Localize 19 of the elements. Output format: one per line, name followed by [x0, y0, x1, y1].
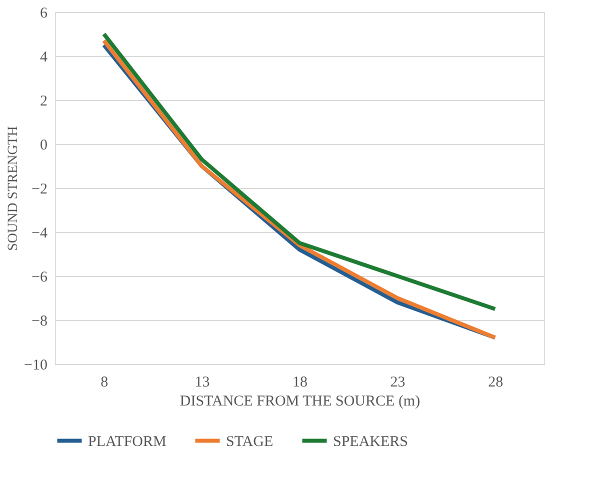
- y-tick-label: −6: [32, 270, 48, 286]
- x-tick-label: 18: [292, 374, 308, 390]
- y-tick-label: −8: [32, 314, 48, 330]
- y-tick-label: 6: [40, 6, 48, 22]
- y-tick-label: 4: [40, 50, 48, 66]
- x-tick-label: 8: [100, 374, 108, 390]
- y-tick-label: 2: [40, 94, 48, 110]
- x-tick-label: 13: [194, 374, 210, 390]
- y-tick-label: −10: [24, 358, 48, 374]
- y-tick-label: 0: [40, 138, 48, 154]
- y-axis-title: SOUND STRENGTH: [6, 126, 22, 251]
- legend-label: STAGE: [226, 434, 274, 450]
- y-tick-label: −4: [32, 226, 48, 242]
- y-tick-label: −2: [32, 182, 48, 198]
- legend-label: SPEAKERS: [333, 434, 408, 450]
- legend-label: PLATFORM: [88, 434, 166, 450]
- x-tick-label: 28: [488, 374, 504, 390]
- x-axis-title: DISTANCE FROM THE SOURCE (m): [180, 394, 420, 410]
- x-tick-label: 23: [390, 374, 406, 390]
